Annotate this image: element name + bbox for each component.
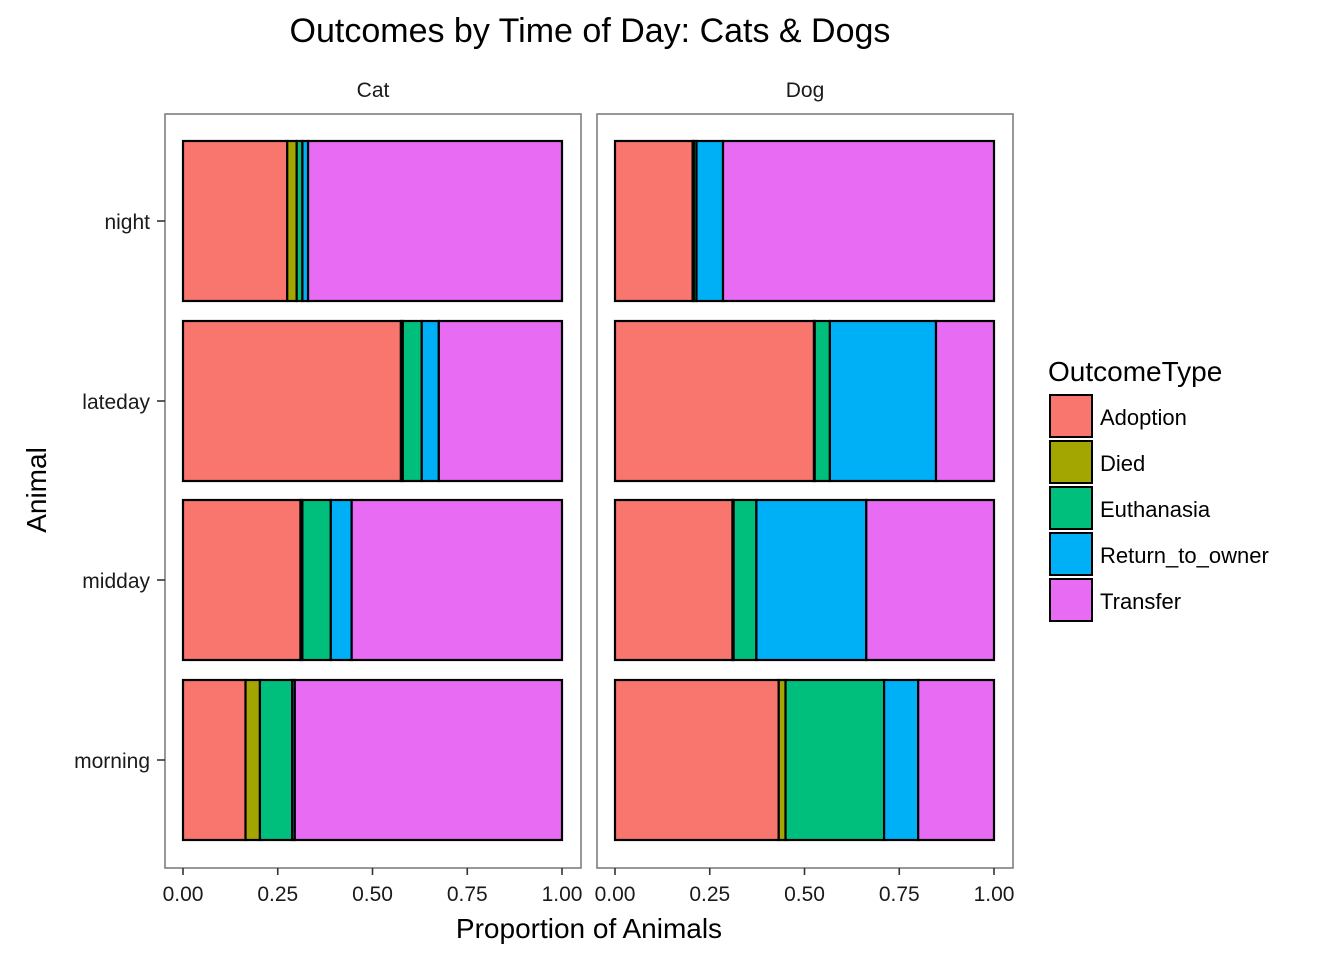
y-tick-label: midday [82,570,150,593]
x-tick-label: 0.50 [784,883,825,906]
bar-segment-morning-adoption [181,678,247,842]
legend: OutcomeType Adoption Died Euthanasia Return… [1048,356,1269,622]
facet-panels: Cat 0.00 0.25 0.50 0.75 1.00 Dog 0.00 0.25 0.50 0.… [163,79,1015,906]
facet-strip-label: Dog [786,79,825,102]
x-tick-label: 0.75 [447,883,488,906]
bar-segment-morning-adoption [613,678,780,842]
y-tick-label: morning [74,750,150,773]
legend-label: Adoption [1100,405,1187,430]
facet-strip-label: Cat [357,79,390,102]
bar-segment-midday-adoption [613,498,734,662]
x-tick-label: 0.00 [595,883,636,906]
bar-segment-midday-euthanasia [301,498,332,662]
legend-key [1049,578,1093,622]
bar-segment-lateday-transfer [934,319,996,483]
bar-segment-midday-adoption [181,498,302,662]
legend-label: Transfer [1100,589,1181,614]
bar-segment-morning-return_to_owner [882,678,920,842]
legend-key [1049,486,1093,530]
y-axis: night lateday midday morning [74,211,165,773]
bar-segment-morning-transfer [917,678,996,842]
legend-title: OutcomeType [1048,356,1222,387]
legend-key [1049,394,1093,438]
y-tick-label: night [104,211,150,234]
legend-key [1049,440,1093,484]
bar-segment-night-return_to_owner [695,139,725,303]
bar-segment-morning-transfer [293,678,564,842]
legend-label: Died [1100,451,1145,476]
bar-segment-morning-died [244,678,262,842]
x-tick-label: 0.75 [879,883,920,906]
bar-segment-midday-return_to_owner [329,498,353,662]
x-tick-label: 1.00 [974,883,1015,906]
bar-segment-lateday-adoption [613,319,816,483]
legend-label: Euthanasia [1100,497,1211,522]
bar-segment-midday-euthanasia [732,498,758,662]
x-tick-label: 1.00 [542,883,583,906]
legend-label: Return_to_owner [1100,543,1269,568]
bar-segment-night-adoption [613,139,694,303]
y-tick-label: lateday [82,391,150,414]
x-tick-label: 0.00 [163,883,204,906]
x-tick-label: 0.50 [352,883,393,906]
bar-segment-night-transfer [306,139,564,303]
bar-segment-night-transfer [721,139,996,303]
bar-segment-lateday-return_to_owner [828,319,938,483]
x-axis-title: Proportion of Animals [456,913,722,944]
bar-segment-lateday-adoption [181,319,403,483]
y-axis-title: Animal [21,447,52,533]
facet-panel-cat: Cat 0.00 0.25 0.50 0.75 1.00 [163,79,583,906]
bar-segment-lateday-euthanasia [813,319,831,483]
facet-panel-dog: Dog 0.00 0.25 0.50 0.75 1.00 [595,79,1015,906]
bar-segment-lateday-return_to_owner [420,319,440,483]
bar-segment-midday-return_to_owner [755,498,868,662]
chart-title: Outcomes by Time of Day: Cats & Dogs [289,12,891,50]
legend-key [1049,532,1093,576]
bar-segment-morning-euthanasia [784,678,886,842]
bar-segment-midday-transfer [350,498,564,662]
bar-segment-lateday-euthanasia [401,319,423,483]
bar-segment-night-adoption [181,139,289,303]
x-tick-label: 0.25 [257,883,298,906]
bar-segment-midday-transfer [865,498,996,662]
bar-segment-lateday-transfer [437,319,564,483]
x-tick-label: 0.25 [689,883,730,906]
bar-segment-night-died [286,139,298,303]
bar-segment-morning-euthanasia [258,678,294,842]
